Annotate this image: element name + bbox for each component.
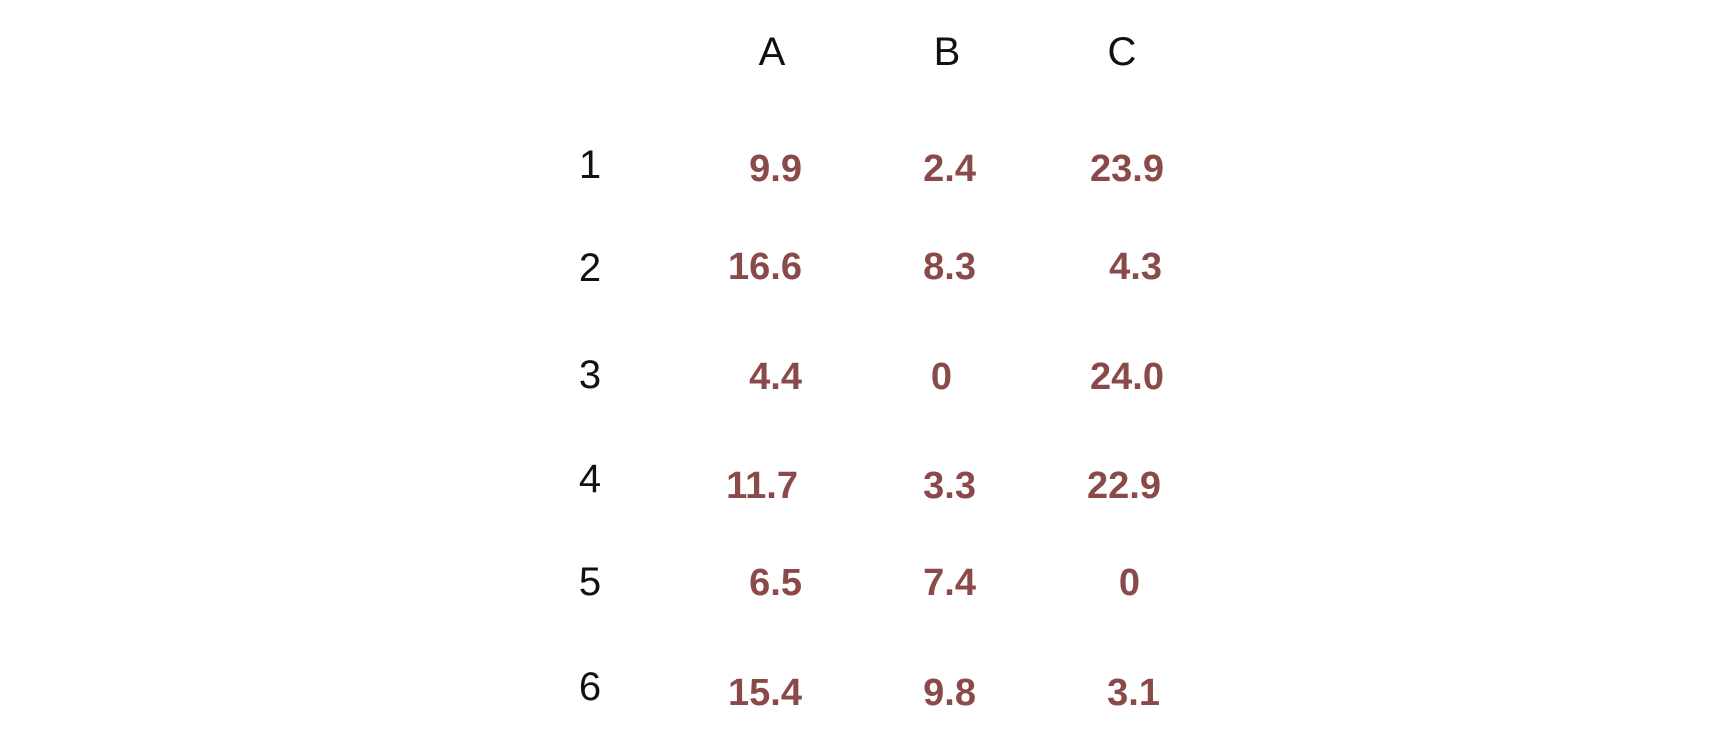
table-cell: 24.0	[1090, 356, 1164, 398]
column-header-a: A	[758, 30, 786, 74]
table-cell: 23.9	[1090, 148, 1164, 190]
table-cell: 0	[930, 356, 952, 398]
table-cell: 8.3	[923, 246, 976, 288]
row-label-3: 3	[578, 353, 602, 397]
row-label-5: 5	[578, 560, 602, 604]
column-header-b: B	[933, 30, 961, 74]
table-cell: 16.6	[728, 246, 802, 288]
table-cell: 2.4	[923, 148, 976, 190]
table-cell: 6.5	[749, 562, 802, 604]
table-cell: 22.9	[1087, 465, 1161, 507]
row-label-4: 4	[578, 457, 602, 501]
row-label-1: 1	[578, 143, 602, 187]
row-label-2: 2	[578, 246, 602, 290]
column-header-c: C	[1107, 30, 1137, 74]
table-cell: 4.3	[1109, 246, 1162, 288]
row-label-6: 6	[578, 665, 602, 709]
table-cell: 11.7	[726, 465, 798, 507]
table-cell: 7.4	[923, 562, 976, 604]
table-cell: 9.8	[923, 672, 976, 714]
table-cell: 4.4	[749, 356, 802, 398]
table-cell: 9.9	[749, 148, 802, 190]
table-cell: 3.3	[923, 465, 976, 507]
table-cell: 0	[1118, 562, 1140, 604]
table-cell: 3.1	[1107, 672, 1160, 714]
table-cell: 15.4	[728, 672, 802, 714]
